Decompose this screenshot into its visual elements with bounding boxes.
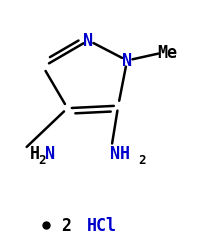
Text: 2: 2 [39,154,46,166]
Text: N: N [122,52,132,70]
Text: Me: Me [157,44,177,62]
Text: N: N [83,32,93,50]
Text: 2: 2 [61,216,71,234]
Text: NH: NH [110,145,130,163]
Text: 2: 2 [138,154,146,166]
Text: HCl: HCl [87,216,117,234]
Text: N: N [45,145,55,163]
Text: H: H [30,145,40,163]
